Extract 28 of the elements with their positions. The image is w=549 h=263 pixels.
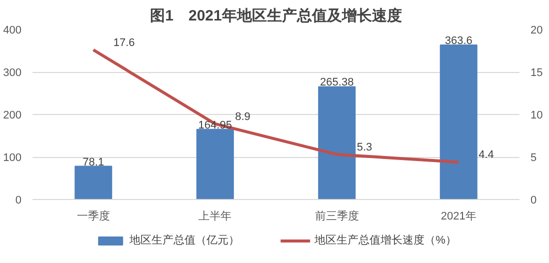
x-tick-label: 2021年 [440, 210, 476, 222]
data-label: 363.6 [444, 34, 472, 47]
data-label: 8.9 [235, 110, 250, 123]
x-tick-label: 上半年 [198, 210, 232, 222]
y-tick-label: 200 [3, 110, 22, 122]
bar [196, 128, 234, 200]
y-tick-label: 0 [15, 194, 22, 206]
y-tick-label: 300 [3, 67, 22, 79]
bar [440, 44, 478, 200]
data-label: 5.3 [356, 141, 372, 154]
bar [318, 86, 356, 200]
y-tick-label: 400 [3, 24, 22, 36]
x-tick-label: 前三季度 [314, 210, 359, 222]
chart-title: 图1 2021年地区生产总值及增长速度 [150, 6, 402, 24]
y2-tick-label: 15 [530, 67, 543, 79]
legend-label: 地区生产总值增长速度（%） [314, 233, 456, 248]
bar [74, 166, 112, 200]
y2-tick-label: 0 [530, 194, 537, 206]
y2-tick-label: 20 [530, 24, 543, 36]
y2-tick-label: 10 [530, 110, 543, 122]
legend-label: 地区生产总值（亿元） [130, 233, 240, 248]
data-label: 78.1 [82, 156, 104, 168]
data-label: 265.38 [320, 76, 354, 89]
data-label: 4.4 [478, 149, 494, 162]
x-tick-label: 一季度 [76, 210, 110, 222]
y2-tick-label: 5 [530, 152, 537, 164]
data-label: 17.6 [113, 36, 135, 49]
y-tick-label: 100 [3, 152, 22, 164]
